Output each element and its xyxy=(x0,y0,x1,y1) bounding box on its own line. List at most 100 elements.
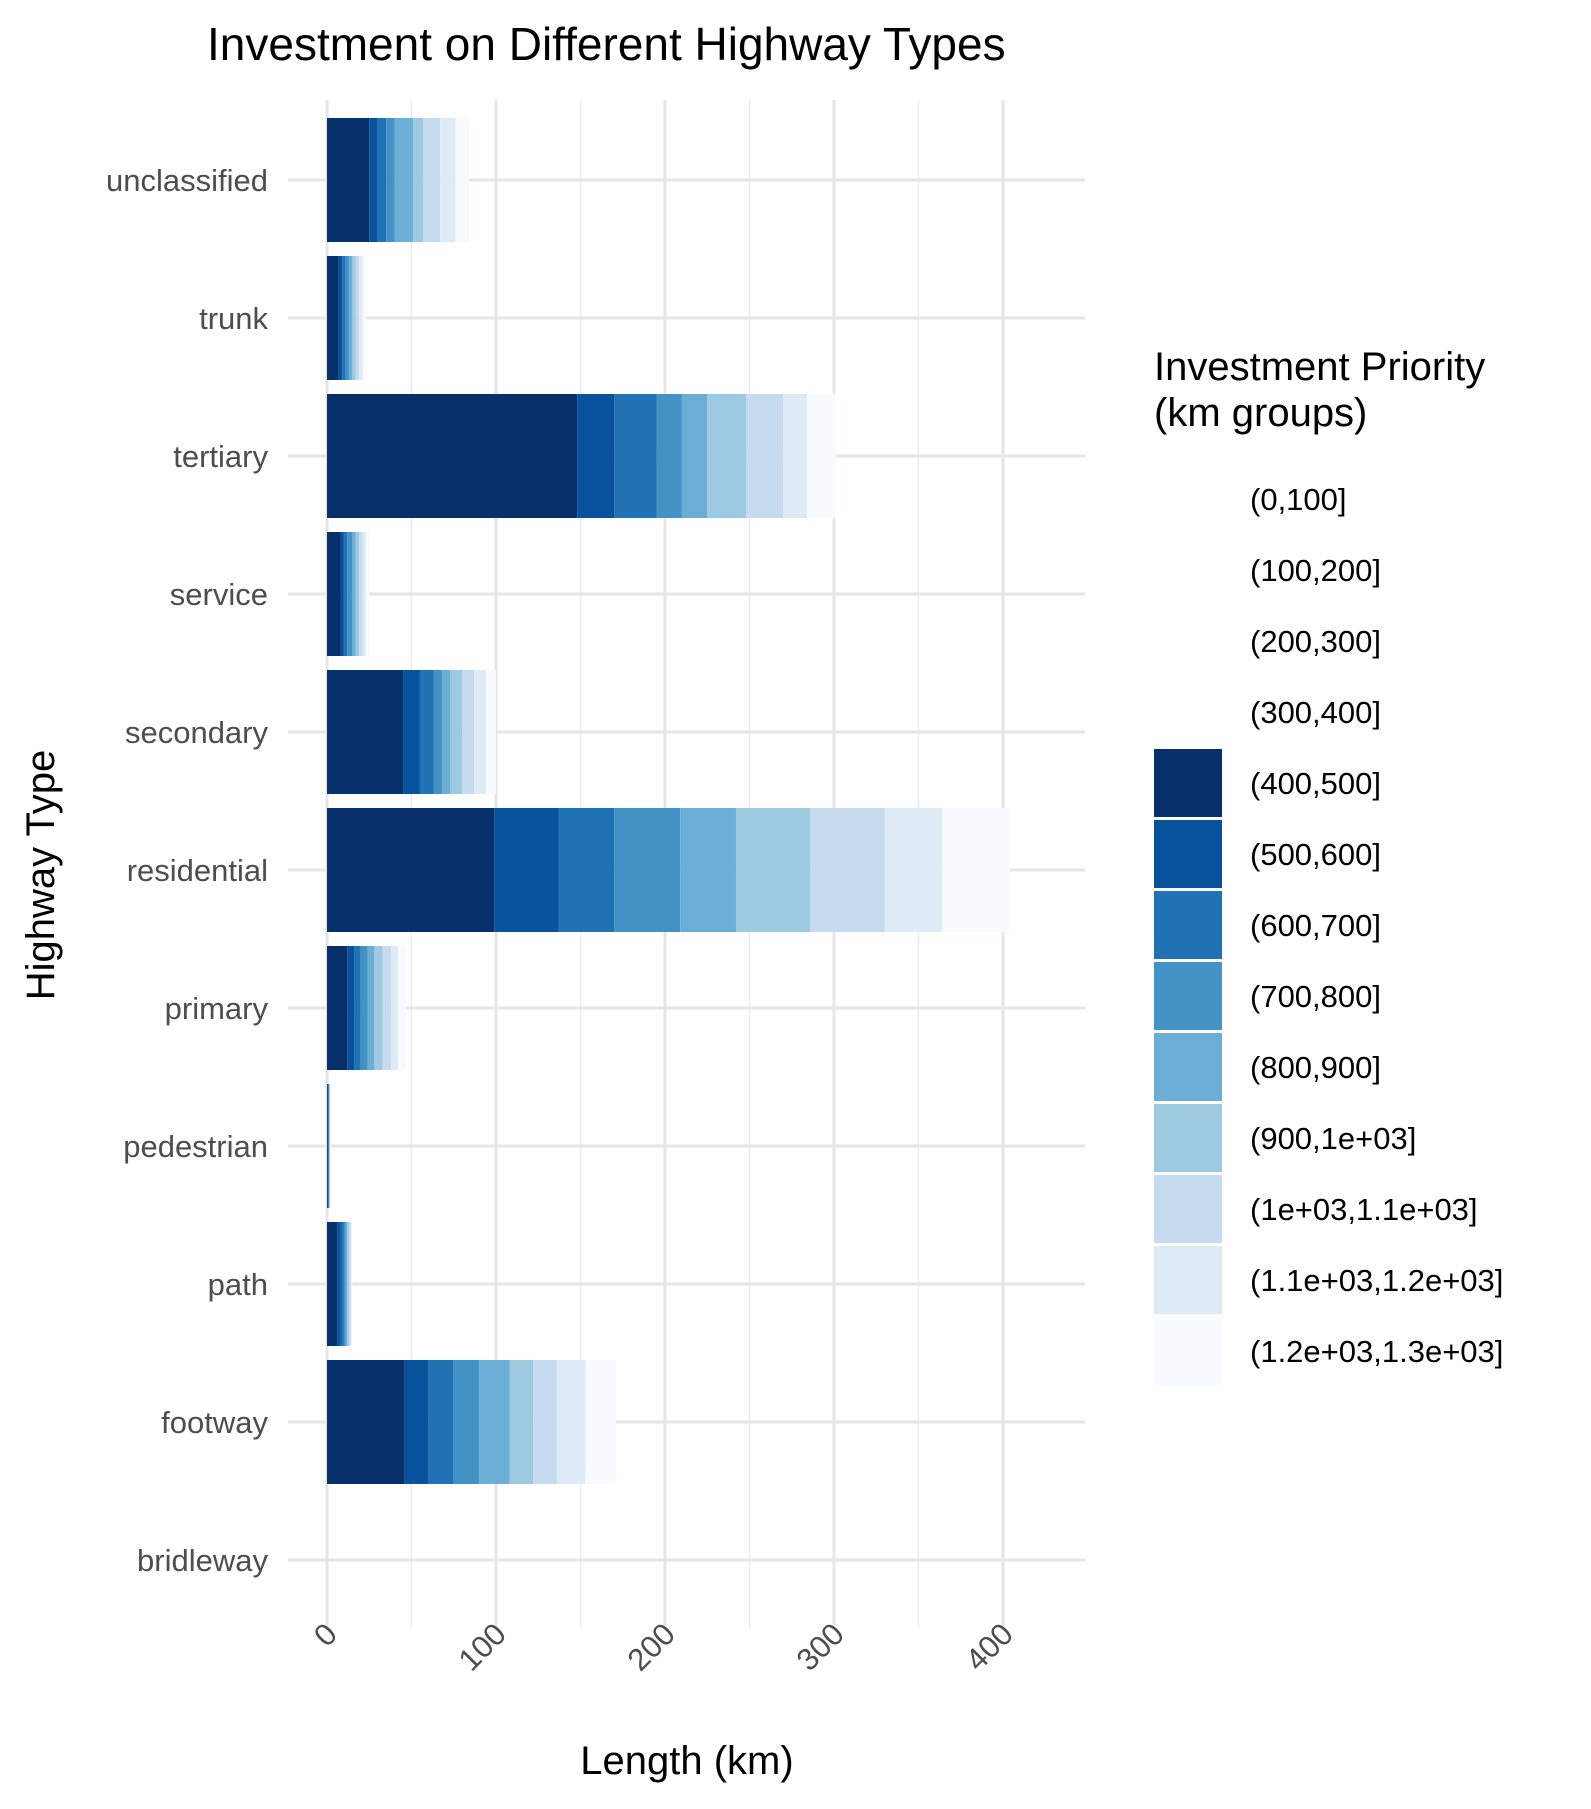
legend-key xyxy=(1154,1104,1222,1172)
legend-label: (800,900] xyxy=(1250,1050,1381,1085)
bar-segment xyxy=(354,946,361,1070)
legend-label: (900,1e+03] xyxy=(1250,1121,1416,1156)
bar-segment xyxy=(352,532,356,656)
legend-key xyxy=(1154,1317,1222,1385)
bar-segment xyxy=(327,1084,329,1208)
legend-label: (200,300] xyxy=(1250,624,1381,659)
bar-segment xyxy=(347,532,353,656)
bar-segment xyxy=(614,808,681,932)
legend-key xyxy=(1154,820,1222,888)
bar-segment xyxy=(419,670,434,794)
bar-segment xyxy=(359,532,363,656)
x-tick-label: 200 xyxy=(621,1616,682,1677)
bar-segment xyxy=(404,1360,429,1484)
y-tick-label: unclassified xyxy=(106,163,268,198)
bar-segment xyxy=(327,532,341,656)
bar-segment xyxy=(355,532,360,656)
bar-segment xyxy=(656,394,682,518)
y-tick-label: bridleway xyxy=(137,1543,268,1578)
bar-segment xyxy=(347,1222,349,1346)
bar-segment xyxy=(329,1084,330,1208)
legend-key xyxy=(1154,678,1222,746)
bar-segment xyxy=(377,118,387,242)
y-tick-label: path xyxy=(208,1267,268,1302)
bar-segment xyxy=(479,1360,510,1484)
y-tick-labels: unclassified trunk tertiary service secondar… xyxy=(106,163,268,1578)
legend-key xyxy=(1154,1175,1222,1243)
x-tick-label: 0 xyxy=(307,1616,344,1653)
bar-segment xyxy=(450,670,463,794)
bar-segment xyxy=(365,532,370,656)
legend-key xyxy=(1154,891,1222,959)
bar-segment xyxy=(342,256,346,380)
bar-segment xyxy=(338,256,343,380)
legend-key xyxy=(1154,465,1222,533)
bar-segment xyxy=(340,532,344,656)
bar-segment xyxy=(707,394,747,518)
bar-segment xyxy=(453,1360,480,1484)
bar-segment xyxy=(386,118,395,242)
legend-key xyxy=(1154,536,1222,604)
bar-segment xyxy=(348,1222,351,1346)
bar-segment xyxy=(394,118,414,242)
bar-segment xyxy=(362,532,366,656)
bar-segment xyxy=(391,946,398,1070)
legend-label: (600,700] xyxy=(1250,908,1381,943)
bar-segment xyxy=(327,394,578,518)
bar-segment xyxy=(413,118,424,242)
legend-label: (700,800] xyxy=(1250,979,1381,1014)
bar-segment xyxy=(735,808,811,932)
legend-key xyxy=(1154,1033,1222,1101)
bar-segment xyxy=(367,946,375,1070)
legend-label: (1.1e+03,1.2e+03] xyxy=(1250,1263,1503,1298)
bar-segment xyxy=(533,1360,557,1484)
bar-segment xyxy=(327,118,370,242)
x-axis-title: Length (km) xyxy=(580,1739,793,1783)
bar-segment xyxy=(347,946,355,1070)
legend-key xyxy=(1154,1246,1222,1314)
bar-segment xyxy=(494,808,559,932)
legend-label: (500,600] xyxy=(1250,837,1381,872)
bar-segment xyxy=(810,808,885,932)
legend-label: (300,400] xyxy=(1250,695,1381,730)
bar-segment xyxy=(345,256,349,380)
bar-segment xyxy=(585,1360,616,1484)
bar-segment xyxy=(328,1084,330,1208)
bar-segment xyxy=(428,1360,454,1484)
y-tick-label: tertiary xyxy=(173,439,268,474)
x-tick-label: 400 xyxy=(959,1616,1020,1677)
bar-segment xyxy=(327,1360,405,1484)
bar-segment xyxy=(345,1222,348,1346)
bar-segment xyxy=(509,1360,534,1484)
legend-label: (1e+03,1.1e+03] xyxy=(1250,1192,1478,1227)
bar-segment xyxy=(806,394,836,518)
bar-segment xyxy=(556,1360,586,1484)
bar-segment xyxy=(327,808,495,932)
bar-segment xyxy=(327,1084,328,1208)
legend-key xyxy=(1154,749,1222,817)
legend: Investment Priority (km groups) (0,100] (1… xyxy=(1154,345,1503,1385)
legend-label: (400,500] xyxy=(1250,766,1381,801)
bar-segment xyxy=(884,808,943,932)
bar-segment xyxy=(455,118,469,242)
bar-segment xyxy=(350,1222,352,1346)
legend-label: (100,200] xyxy=(1250,553,1381,588)
legend-key xyxy=(1154,607,1222,675)
bar-segment xyxy=(374,946,383,1070)
bar-segment xyxy=(474,670,486,794)
bar-segment xyxy=(343,1222,346,1346)
bar-segment xyxy=(746,394,784,518)
bar-segment xyxy=(340,1222,344,1346)
bar-segment xyxy=(942,808,1010,932)
bar-segment xyxy=(362,256,366,380)
bar-segment xyxy=(681,394,708,518)
y-axis-title: Highway Type xyxy=(19,750,63,1001)
bar-segment xyxy=(348,256,353,380)
bar-segment xyxy=(343,532,348,656)
chart-title: Investment on Different Highway Types xyxy=(207,18,1006,70)
bar-segment xyxy=(359,256,363,380)
x-tick-label: 300 xyxy=(790,1616,851,1677)
x-tick-labels: 0 100 200 300 400 xyxy=(307,1616,1020,1677)
bar-segment xyxy=(382,946,392,1070)
bar-segment xyxy=(485,670,496,794)
